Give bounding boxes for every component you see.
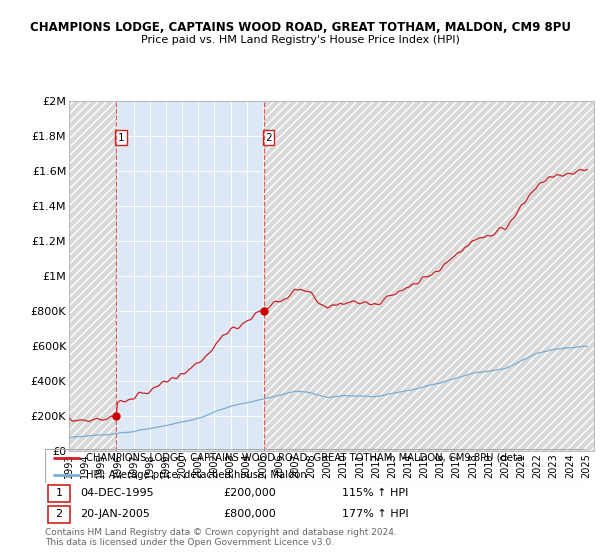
- Text: £800,000: £800,000: [223, 510, 276, 519]
- Text: 04-DEC-1995: 04-DEC-1995: [80, 488, 154, 498]
- Text: 1: 1: [118, 133, 124, 143]
- Bar: [116, 101, 263, 451]
- Text: Contains HM Land Registry data © Crown copyright and database right 2024.
This d: Contains HM Land Registry data © Crown c…: [45, 528, 397, 548]
- Text: Price paid vs. HM Land Registry's House Price Index (HPI): Price paid vs. HM Land Registry's House …: [140, 35, 460, 45]
- Text: CHAMPIONS LODGE, CAPTAINS WOOD ROAD, GREAT TOTHAM, MALDON, CM9 8PU (deta: CHAMPIONS LODGE, CAPTAINS WOOD ROAD, GRE…: [86, 452, 523, 463]
- Bar: [48, 484, 70, 502]
- Text: 1: 1: [56, 488, 62, 498]
- Text: 2: 2: [55, 510, 62, 519]
- Bar: [263, 101, 594, 451]
- Text: HPI: Average price, detached house, Maldon: HPI: Average price, detached house, Mald…: [86, 470, 306, 480]
- Bar: [48, 506, 70, 523]
- Bar: [69, 101, 116, 451]
- Text: CHAMPIONS LODGE, CAPTAINS WOOD ROAD, GREAT TOTHAM, MALDON, CM9 8PU: CHAMPIONS LODGE, CAPTAINS WOOD ROAD, GRE…: [29, 21, 571, 34]
- Text: 20-JAN-2005: 20-JAN-2005: [80, 510, 150, 519]
- Text: 115% ↑ HPI: 115% ↑ HPI: [342, 488, 409, 498]
- Text: 177% ↑ HPI: 177% ↑ HPI: [342, 510, 409, 519]
- Text: 2: 2: [265, 133, 272, 143]
- Text: £200,000: £200,000: [223, 488, 276, 498]
